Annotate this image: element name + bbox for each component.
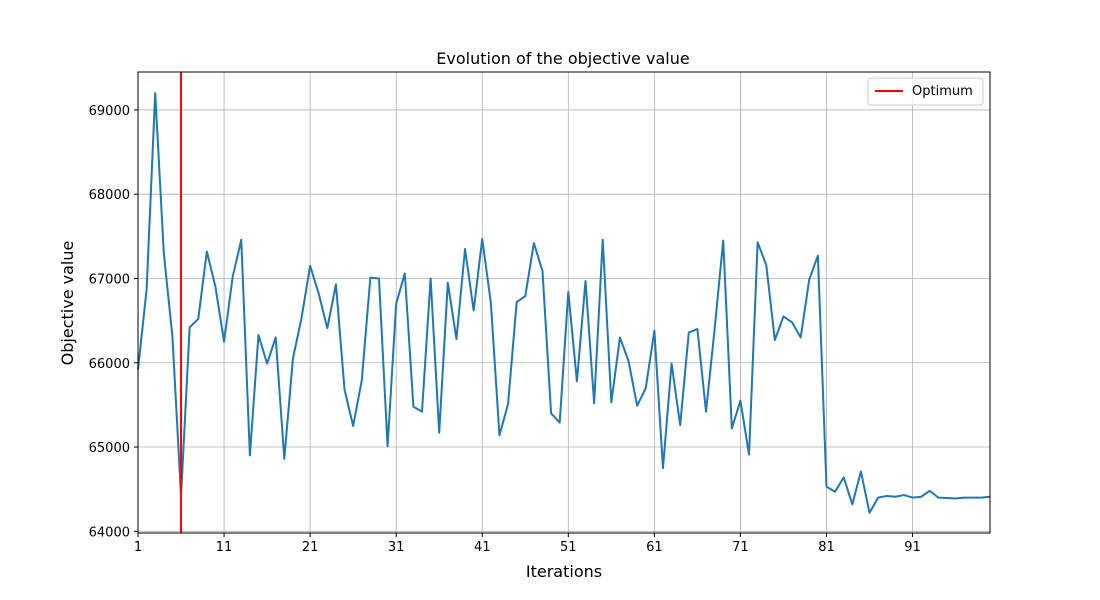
- y-tick-label: 68000: [89, 188, 130, 203]
- x-tick-label: 91: [904, 540, 921, 555]
- x-tick-label: 21: [302, 540, 319, 555]
- x-tick-label: 31: [388, 540, 405, 555]
- x-tick-label: 41: [474, 540, 491, 555]
- plot-frame: [137, 71, 991, 534]
- x-tick-label: 61: [646, 540, 663, 555]
- x-tick-label: 51: [560, 540, 577, 555]
- x-tick-label: 81: [818, 540, 835, 555]
- legend-optimum-label: Optimum: [912, 84, 973, 99]
- objective-value-line: [137, 92, 991, 514]
- y-tick-label: 65000: [89, 441, 130, 456]
- x-axis-ticks: 1 11 21 31 41 51 61 71 81 91: [134, 533, 921, 555]
- y-axis-ticks: 64000 65000 66000 67000 68000 69000: [89, 104, 138, 540]
- x-tick-label: 1: [134, 540, 142, 555]
- grid-lines: [137, 72, 990, 533]
- x-tick-label: 11: [216, 540, 233, 555]
- y-tick-label: 69000: [89, 104, 130, 119]
- y-axis-label: Objective value: [58, 241, 77, 366]
- y-tick-label: 66000: [89, 357, 130, 372]
- chart-title: Evolution of the objective value: [436, 49, 689, 68]
- x-axis-label: Iterations: [526, 562, 602, 581]
- series-layer: [137, 72, 991, 533]
- x-tick-label: 71: [732, 540, 749, 555]
- y-tick-label: 64000: [89, 525, 130, 540]
- y-tick-label: 67000: [89, 272, 130, 287]
- legend: Optimum: [867, 77, 984, 106]
- legend-box: [867, 77, 984, 106]
